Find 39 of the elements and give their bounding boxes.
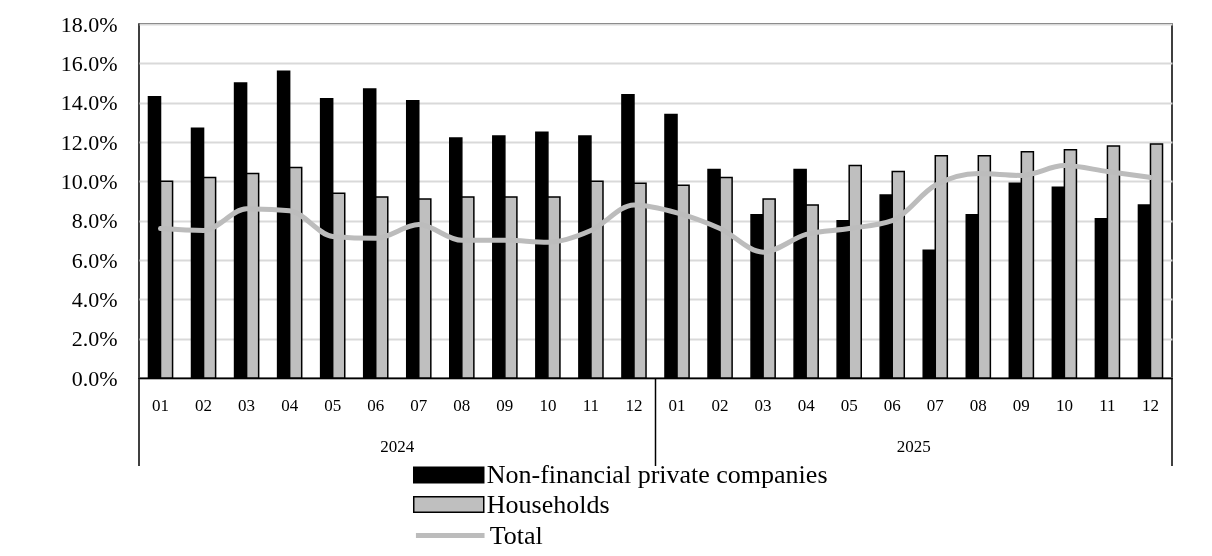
x-tick-label: 04 [281, 395, 299, 415]
x-tick-label: 07 [926, 395, 945, 415]
x-tick-label: 06 [883, 395, 901, 415]
y-tick-label: 16.0% [60, 50, 118, 76]
x-tick-label: 08 [453, 395, 471, 415]
legend-label: Non-financial private companies [486, 460, 828, 489]
x-tick-label: 06 [367, 395, 385, 415]
x-tick-label: 11 [1099, 395, 1116, 415]
y-tick-label: 18.0% [60, 11, 118, 37]
x-tick-label: 05 [324, 395, 342, 415]
x-tick-label: 09 [496, 395, 514, 415]
y-tick-label: 2.0% [71, 326, 118, 352]
legend-label: Total [489, 520, 543, 550]
x-tick-label: 01 [668, 395, 686, 415]
x-tick-label: 08 [969, 395, 987, 415]
x-tick-label: 10 [539, 395, 557, 415]
x-tick-label: 04 [797, 395, 816, 415]
x-tick-label: 11 [582, 395, 600, 415]
y-tick-label: 12.0% [60, 129, 118, 155]
x-tick-label: 12 [625, 395, 643, 415]
text: 2025 [896, 437, 931, 456]
y-tick-label: 8.0% [71, 208, 118, 234]
y-tick-label: 14.0% [60, 90, 118, 116]
y-tick-label: 4.0% [71, 286, 118, 312]
x-tick-label: 09 [1012, 395, 1030, 415]
x-tick-label: 10 [1055, 395, 1073, 415]
x-tick-label: 02 [711, 395, 729, 415]
x-tick-label: 03 [238, 395, 256, 415]
x-tick-label: 05 [840, 395, 858, 415]
x-tick-label: 01 [152, 395, 170, 415]
legend-label: Households [486, 489, 610, 519]
x-tick-label: 07 [410, 395, 428, 415]
x-tick-label: 03 [754, 395, 772, 415]
x-tick-label: 12 [1141, 395, 1159, 415]
y-tick-label: 10.0% [60, 168, 118, 194]
x-tick-label: 02 [195, 395, 213, 415]
y-tick-label: 6.0% [71, 247, 118, 273]
text: 2024 [380, 437, 415, 456]
y-tick-label: 0.0% [71, 365, 118, 391]
